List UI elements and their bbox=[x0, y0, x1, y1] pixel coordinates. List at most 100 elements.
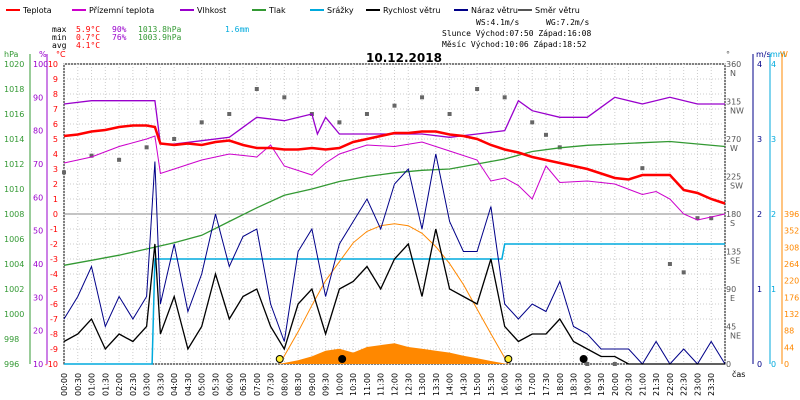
tick-wm2: 264 bbox=[784, 260, 799, 269]
tick-temp: -6 bbox=[50, 300, 58, 309]
tick-hpa: 1014 bbox=[4, 135, 24, 144]
series-wind-dir-point bbox=[254, 87, 259, 91]
tick-time: 19:30 bbox=[597, 373, 606, 396]
tick-wm2: 44 bbox=[784, 343, 794, 352]
tick-time: 00:30 bbox=[74, 373, 83, 396]
tick-time: 08:00 bbox=[280, 373, 289, 396]
tick-time: 01:30 bbox=[101, 373, 110, 396]
tick-time: 16:30 bbox=[514, 373, 523, 396]
tick-hpa: 1006 bbox=[4, 235, 24, 244]
tick-time: 10:00 bbox=[335, 373, 344, 396]
legend-label: Náraz větru bbox=[471, 6, 518, 15]
tick-time: 12:00 bbox=[391, 373, 400, 396]
stat-label: min bbox=[52, 33, 67, 42]
series-solar-theoretical bbox=[279, 223, 509, 365]
stat-temp: 4.1°C bbox=[76, 41, 100, 50]
legend-label: Rychlost větru bbox=[383, 6, 440, 15]
tick-time: 05:30 bbox=[211, 373, 220, 396]
tick-time: 15:00 bbox=[473, 373, 482, 396]
tick-time: 18:00 bbox=[556, 373, 565, 396]
tick-time: 18:30 bbox=[570, 373, 579, 396]
tick-time: 10:30 bbox=[349, 373, 358, 396]
series-wind-dir-point bbox=[612, 362, 617, 366]
stat-temp: 0.7°C bbox=[76, 33, 100, 42]
tick-pct: 10 bbox=[33, 360, 43, 369]
tick-time: 04:30 bbox=[184, 373, 193, 396]
tick-dir: 90 bbox=[726, 285, 736, 294]
axis-ms-title: m/s bbox=[756, 50, 771, 59]
tick-temp: -4 bbox=[50, 270, 58, 279]
tick-pct: 100 bbox=[33, 60, 48, 69]
tick-hpa: 1010 bbox=[4, 185, 24, 194]
tick-temp: 10 bbox=[48, 60, 58, 69]
tick-temp: -5 bbox=[50, 285, 58, 294]
tick-pct: 20 bbox=[33, 327, 43, 336]
tick-hpa: 1012 bbox=[4, 160, 24, 169]
axis-temp-title: °C bbox=[56, 50, 66, 59]
series-wind-dir-point bbox=[502, 95, 507, 100]
tick-dir: 270 bbox=[726, 135, 741, 144]
tick-temp: -1 bbox=[50, 225, 58, 234]
tick-time: 21:30 bbox=[652, 373, 661, 396]
tick-pct: 50 bbox=[33, 227, 43, 236]
sunrise-marker bbox=[275, 355, 284, 363]
tick-hpa: 998 bbox=[4, 335, 19, 344]
series-wind-dir-point bbox=[392, 103, 397, 108]
series-rain bbox=[64, 243, 725, 365]
stat-press: 1013.8hPa bbox=[138, 25, 182, 34]
tick-wm2: 396 bbox=[784, 210, 799, 219]
legend-label: Vlhkost bbox=[197, 6, 226, 15]
tick-ms: 4 bbox=[757, 60, 762, 69]
tick-time: 05:00 bbox=[198, 373, 207, 396]
tick-dir: 225 bbox=[726, 173, 741, 182]
tick-dir-sub: NW bbox=[730, 107, 744, 116]
series-wind-dir-point bbox=[475, 87, 480, 91]
tick-time: 20:00 bbox=[611, 373, 620, 396]
series-wind-dir-point bbox=[640, 166, 645, 171]
tick-wm2: 132 bbox=[784, 310, 799, 319]
tick-pct: 60 bbox=[33, 193, 43, 202]
legend-label: Tlak bbox=[268, 6, 286, 15]
series-wind-dir-point bbox=[447, 112, 452, 116]
series-wind-dir-point bbox=[667, 262, 672, 266]
tick-dir-sub: S bbox=[730, 219, 735, 228]
tick-time: 02:00 bbox=[115, 373, 124, 396]
tick-temp: -9 bbox=[50, 345, 58, 354]
stat-press: 1003.9hPa bbox=[138, 33, 182, 42]
tick-pct: 40 bbox=[33, 260, 43, 269]
tick-dir-sub: N bbox=[730, 69, 736, 78]
tick-time: 07:00 bbox=[253, 373, 262, 396]
axis-mm-title: mm bbox=[770, 50, 786, 59]
axis-wm2-title: W bbox=[780, 50, 788, 59]
series-wind-dir-point bbox=[709, 216, 714, 221]
tick-mm: 0 bbox=[771, 360, 776, 369]
info-wg: WG:7.2m/s bbox=[546, 18, 590, 27]
stat-label: max bbox=[52, 25, 67, 34]
tick-ms: 3 bbox=[757, 135, 762, 144]
series-wind-dir-point bbox=[282, 95, 287, 100]
tick-dir: 180 bbox=[726, 210, 741, 219]
tick-time: 22:30 bbox=[680, 373, 689, 396]
tick-hpa: 1018 bbox=[4, 85, 24, 94]
tick-time: 15:30 bbox=[487, 373, 496, 396]
info-moon: Měsíc Východ:10:06 Západ:18:52 bbox=[442, 40, 587, 49]
tick-time: 20:30 bbox=[625, 373, 634, 396]
stat-hum: 76% bbox=[112, 33, 127, 42]
series-wind-dir-point bbox=[420, 95, 425, 100]
tick-wm2: 220 bbox=[784, 277, 799, 286]
tick-dir: 315 bbox=[726, 98, 741, 107]
tick-ms: 2 bbox=[757, 210, 762, 219]
tick-time: 11:00 bbox=[363, 373, 372, 396]
tick-wm2: 308 bbox=[784, 243, 799, 252]
tick-time: 13:00 bbox=[418, 373, 427, 396]
series-wind-speed bbox=[63, 228, 725, 365]
stat-temp: 5.9°C bbox=[76, 25, 100, 34]
moonset-marker bbox=[579, 355, 588, 363]
series-wind-dir-point bbox=[681, 270, 686, 275]
tick-temp: 7 bbox=[53, 105, 58, 114]
tick-hpa: 1002 bbox=[4, 285, 24, 294]
tick-time: 22:00 bbox=[666, 373, 675, 396]
tick-pct: 90 bbox=[33, 93, 43, 102]
tick-time: 16:00 bbox=[501, 373, 510, 396]
